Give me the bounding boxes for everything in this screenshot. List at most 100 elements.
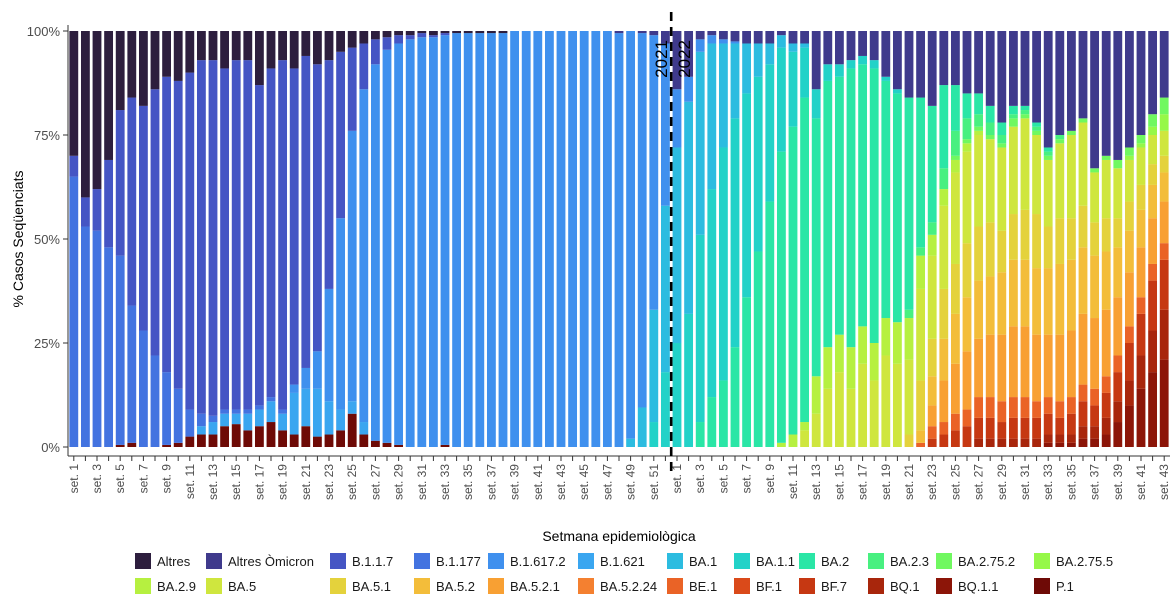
bar-segment-ba-5-1 [997, 230, 1007, 273]
bar-segment-b-1-617-2 [486, 33, 496, 447]
bar-segment-p-1 [370, 440, 380, 447]
bar-segment-ba-5 [834, 372, 844, 447]
bar-segment-b-1-617-2 [591, 31, 601, 447]
bar-segment-bq-1 [1124, 380, 1134, 406]
bar-23 [324, 31, 334, 447]
bar-5 [115, 31, 125, 447]
bar-segment-ba-5-2 [950, 313, 960, 364]
x-tick-label: set. 41 [531, 464, 545, 500]
bar-segment-altres [266, 31, 276, 69]
bar-82 [1008, 31, 1018, 447]
bar-17 [254, 31, 264, 447]
bar-segment-ba-5 [1066, 135, 1076, 219]
bar-segment-ba-2-3 [904, 309, 914, 319]
legend-label: B.1.1.7 [352, 554, 393, 569]
bar-segment-b-1-177 [220, 409, 230, 414]
bar-segment-p-1 [208, 434, 218, 447]
bar-segment-ba-1-1 [730, 118, 740, 348]
bar-segment-altres [301, 31, 311, 56]
bar-segment-ba-2-9 [800, 422, 810, 431]
bar-segment-ba-2 [881, 80, 891, 319]
bar-segment-b-1-177 [127, 305, 137, 443]
bar-segment-ba-2-75-2 [1020, 114, 1030, 119]
bar-segment-ba-2-9 [846, 347, 856, 389]
bar-45 [579, 31, 589, 447]
bar-segment-bf-7 [950, 430, 960, 447]
bar-segment-b-1-1-7 [278, 60, 288, 410]
bar-74 [916, 31, 926, 447]
bar-segment-b-1-177 [115, 255, 125, 445]
legend-swatch [414, 553, 430, 569]
legend-label: BQ.1 [890, 579, 920, 594]
bar-segment-ba-2-9 [927, 234, 937, 256]
bar-14 [220, 31, 230, 447]
bar-segment-altres-micron [974, 31, 984, 94]
bar-segment-ba-5 [881, 355, 891, 447]
bar-segment-ba-5 [1032, 135, 1042, 215]
bar-segment-ba-5 [1136, 147, 1146, 185]
bar-segment-ba-5 [916, 288, 926, 381]
bar-segment-bq-1 [1159, 309, 1169, 360]
bar-segment-ba-1 [637, 407, 647, 447]
bar-segment-ba-5-1 [1148, 164, 1158, 185]
legend-swatch [667, 578, 683, 594]
bar-segment-p-1 [347, 413, 357, 447]
bar-segment-ba-5-1 [927, 338, 937, 377]
bar-63 [788, 31, 798, 447]
legend-item-ba-5-2-1: BA.5.2.1 [488, 578, 560, 594]
bar-segment-ba-5-1 [904, 434, 914, 447]
bar-83 [1020, 31, 1030, 447]
bar-segment-ba-2 [927, 105, 937, 223]
bar-segment-ba-2 [962, 93, 972, 119]
bar-segment-ba-2-9 [869, 343, 879, 381]
bar-segment-altres-micron [869, 31, 879, 61]
bar-segment-ba-2 [950, 85, 960, 131]
legend-label: BA.2.75.2 [958, 554, 1015, 569]
x-tick-label: set. 19 [276, 464, 290, 500]
bar-segment-ba-2-9 [788, 434, 798, 447]
x-tick-label: set. 15 [832, 464, 846, 500]
bar-segment-ba-2 [800, 97, 810, 423]
bar-segment-b-1-621 [208, 422, 218, 435]
bar-segment-ba-2 [858, 64, 868, 327]
bar-segment-b-1-617-2 [510, 31, 520, 447]
bar-segment-ba-5-2 [1078, 247, 1088, 314]
bar-95 [1159, 31, 1169, 447]
bar-segment-ba-5-2 [1032, 268, 1042, 335]
bar-segment-b-1-1-7 [254, 85, 264, 406]
bar-segment-ba-2 [904, 97, 914, 310]
bar-segment-ba-5-2-1 [1020, 326, 1030, 398]
bar-segment-altres-micron [776, 31, 786, 36]
bar-segment-ba-5 [939, 205, 949, 289]
bar-segment-ba-2-9 [811, 376, 821, 414]
x-tick-label: set. 51 [647, 464, 661, 500]
bar-31 [417, 31, 427, 448]
bar-segment-ba-2 [765, 201, 775, 447]
bar-segment-ba-2-75-2 [1136, 135, 1146, 144]
x-tick-label: set. 43 [1157, 464, 1171, 500]
bar-segment-ba-5 [1055, 143, 1065, 219]
bar-segment-be-1 [962, 409, 972, 427]
bar-segment-ba-2 [811, 118, 821, 377]
bar-segment-altres-micron [1055, 31, 1065, 135]
x-axis: set. 1 set. 3 set. 5 set. 7 set. 9 set. 11 set… [67, 455, 1171, 500]
bar-segment-ba-1 [765, 43, 775, 65]
bar-segment-bq-1-1 [1055, 442, 1065, 447]
bar-segment-ba-5-1 [1055, 218, 1065, 264]
bar-24 [336, 31, 346, 447]
x-tick-label: set. 11 [183, 464, 197, 499]
bar-segment-ba-5-2-1 [1090, 318, 1100, 389]
bar-segment-be-1 [1066, 397, 1076, 414]
bar-segment-ba-5-1 [1101, 218, 1111, 252]
bar-segment-b-1-1-7 [440, 33, 450, 36]
bar-segment-b-1-1-7 [162, 76, 172, 373]
bar-segment-bf-7 [1020, 417, 1030, 439]
bar-segment-ba-1 [730, 43, 740, 119]
bar-segment-p-1 [289, 434, 299, 447]
bar-segment-altres [289, 31, 299, 69]
bar-segment-p-1 [312, 436, 322, 447]
bar-segment-altres [115, 31, 125, 111]
legend-item-ba-1: BA.1 [667, 553, 717, 569]
legend-item-ba-1-1: BA.1.1 [734, 553, 795, 569]
bar-segment-ba-1-1 [718, 147, 728, 381]
